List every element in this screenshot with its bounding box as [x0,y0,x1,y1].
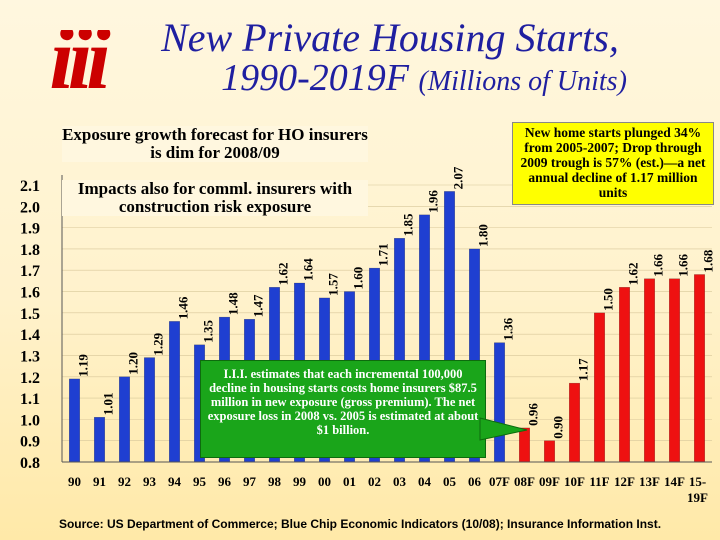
x-tick-label-03: 03 [393,474,407,489]
bar-12F [619,287,630,463]
data-label-13F: 1.66 [651,254,666,277]
data-label-01: 1.60 [351,267,366,290]
data-label-90: 1.19 [76,354,91,377]
bar-10F [569,382,580,463]
bar-09F [544,440,555,463]
bar-90 [69,378,80,463]
data-label-92: 1.20 [126,352,141,375]
y-axis: 2.1 2.0 1.9 1.8 1.7 1.6 1.5 1.4 1.3 1.2 1.1 1.0 0.9 0… [20,175,63,472]
data-label-15-19F: 1.68 [701,249,716,272]
data-label-98: 1.62 [276,263,291,286]
y-tick-label-1: 2.0 [20,199,40,216]
x-tick-label-92: 92 [118,474,131,489]
bar-07F [494,342,505,463]
x-tick-label-95: 95 [193,474,207,489]
x-axis: 90 91 92 93 94 95 96 97 98 99 00 01 02 03 04 05 06 07F 08F… [62,461,712,505]
bar-94 [169,321,180,463]
y-tick-label-8: 1.3 [20,348,40,365]
iii-logo: iii [49,30,117,94]
x-tick-label-05: 05 [443,474,457,489]
bar-91 [94,417,105,463]
x-tick-label-99: 99 [293,474,307,489]
y-tick-label-4: 1.7 [20,263,40,280]
bar-93 [144,357,155,463]
data-label-12F: 1.62 [626,263,641,286]
x-tick-label-07F: 07F [489,474,510,489]
x-tick-label-08F: 08F [514,474,535,489]
x-tick-label-part-1: 15- [689,474,706,489]
x-tick-label-14F: 14F [664,474,685,489]
x-tick-label-15-19F: 15-19F [687,474,708,505]
y-tick-label-0: 2.1 [20,178,40,195]
annotation-iii-estimate: I.I.I. estimates that each incremental 1… [200,360,486,458]
bar-11F [594,312,605,463]
x-tick-label-97: 97 [243,474,257,489]
data-label-96: 1.48 [226,292,241,315]
data-label-06: 1.80 [476,224,491,247]
x-tick-label-09F: 09F [539,474,560,489]
y-tick-label-7: 1.4 [20,327,40,344]
x-tick-label-12F: 12F [614,474,635,489]
source-note: Source: US Department of Commerce; Blue … [58,517,662,531]
data-label-97: 1.47 [251,294,266,317]
x-tick-label-00: 00 [318,474,331,489]
data-label-93: 1.29 [151,332,166,355]
data-label-04: 1.96 [426,190,441,213]
data-label-03: 1.85 [401,213,416,236]
x-tick-label-94: 94 [168,474,182,489]
y-tick-label-11: 1.0 [20,412,40,429]
x-tick-label-13F: 13F [639,474,660,489]
y-tick-label-6: 1.5 [20,306,40,323]
chart-title-units: (Millions of Units) [418,66,627,97]
x-tick-label-06: 06 [468,474,482,489]
data-label-07F: 1.36 [501,317,516,340]
data-label-91: 1.01 [101,393,116,416]
bar-15-19F [694,274,705,463]
annotation-plunge-callout: New home starts plunged 34% from 2005-20… [512,122,714,205]
y-tick-label-3: 1.8 [20,242,40,259]
bar-92 [119,376,130,463]
data-label-95: 1.35 [201,320,216,343]
data-label-02: 1.71 [376,243,391,266]
data-label-05: 2.07 [451,166,466,189]
y-tick-label-9: 1.2 [20,370,40,387]
annotation-commercial-impact: Impacts also for comml. insurers with co… [62,180,368,216]
data-label-08F: 0.96 [526,403,541,426]
data-label-99: 1.64 [301,258,316,281]
bar-13F [644,278,655,463]
x-tick-label-01: 01 [343,474,356,489]
x-tick-label-part-2: 19F [687,490,708,505]
annotation-exposure-growth: Exposure growth forecast for HO insurers… [62,125,368,162]
data-label-00: 1.57 [326,273,341,296]
y-tick-label-10: 1.1 [20,391,40,408]
x-tick-label-11F: 11F [589,474,609,489]
x-tick-label-91: 91 [93,474,106,489]
bar-14F [669,278,680,463]
chart-title-line2: 1990-2019F (Millions of Units) [64,56,720,100]
chart-title-years: 1990-2019F [221,57,409,99]
y-tick-label-13: 0.8 [20,455,40,472]
y-tick-label-5: 1.6 [20,285,40,302]
x-tick-label-90: 90 [68,474,81,489]
x-tick-label-96: 96 [218,474,232,489]
x-tick-label-93: 93 [143,474,157,489]
data-label-11F: 1.50 [601,288,616,311]
data-label-94: 1.46 [176,296,191,319]
data-label-10F: 1.17 [576,358,591,381]
bar-08F [519,427,530,463]
data-label-09F: 0.90 [551,416,566,439]
y-tick-label-2: 1.9 [20,221,40,238]
y-tick-label-12: 0.9 [20,434,40,451]
x-tick-label-04: 04 [418,474,432,489]
chart-title-line1: New Private Housing Starts, [161,15,619,60]
x-tick-label-98: 98 [268,474,282,489]
x-tick-label-10F: 10F [564,474,585,489]
data-label-14F: 1.66 [676,254,691,277]
x-tick-label-02: 02 [368,474,381,489]
